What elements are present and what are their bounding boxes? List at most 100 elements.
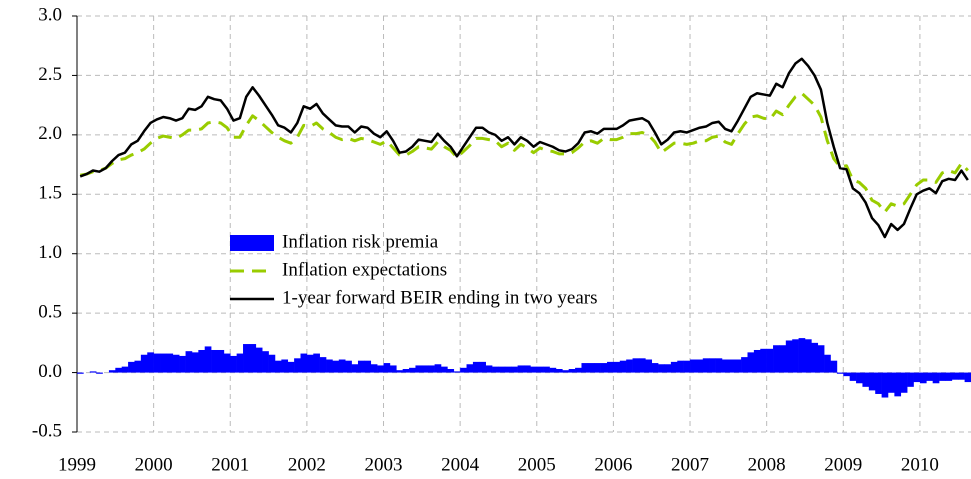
- bar: [160, 353, 167, 373]
- line: [79, 91, 969, 214]
- bar: [600, 363, 608, 373]
- y-tick-label: 0.0: [38, 361, 62, 382]
- bar: [440, 366, 448, 373]
- bar: [294, 358, 301, 373]
- bar: [690, 359, 697, 373]
- bar: [396, 370, 403, 373]
- bar: [900, 372, 908, 393]
- bar: [804, 339, 812, 373]
- bar: [619, 360, 627, 373]
- bar: [536, 366, 544, 373]
- x-tick-label: 2009: [824, 454, 862, 475]
- bar: [939, 372, 946, 381]
- bar: [357, 360, 365, 373]
- bar: [377, 365, 384, 373]
- bar: [568, 369, 576, 373]
- x-tick-label: 2003: [365, 454, 403, 475]
- bar: [875, 372, 882, 394]
- bar: [428, 365, 435, 373]
- bar: [670, 361, 678, 373]
- x-tick-label: 2005: [518, 454, 556, 475]
- bar: [204, 346, 212, 373]
- bar: [191, 352, 199, 373]
- bar: [217, 349, 225, 373]
- x-tick-label: 2006: [594, 454, 632, 475]
- bar: [632, 358, 640, 373]
- y-tick-label: 2.5: [38, 64, 62, 85]
- bar: [594, 363, 601, 373]
- y-tick-label: 3.0: [38, 4, 62, 25]
- bar: [709, 358, 716, 373]
- bar: [849, 372, 857, 381]
- bar: [530, 366, 538, 373]
- legend-label: Inflation expectations: [282, 259, 447, 280]
- bar: [243, 344, 250, 373]
- bar: [211, 349, 218, 373]
- legend-swatch: [230, 235, 274, 251]
- bar: [868, 372, 876, 391]
- bar: [115, 367, 122, 373]
- bar: [753, 349, 761, 373]
- bar: [300, 353, 308, 373]
- bar: [958, 372, 965, 380]
- bar: [274, 360, 282, 373]
- bar: [185, 351, 193, 373]
- bar: [147, 352, 154, 373]
- y-tick-label: 1.0: [38, 242, 62, 263]
- x-tick-label: 2008: [748, 454, 786, 475]
- bar: [383, 363, 391, 373]
- bar: [89, 371, 97, 373]
- bar: [721, 359, 729, 373]
- bar: [504, 366, 512, 373]
- x-tick-label: 2007: [671, 454, 709, 475]
- bar: [562, 370, 569, 373]
- bar: [166, 353, 174, 373]
- bar: [434, 364, 442, 373]
- bar: [779, 345, 787, 373]
- bar: [236, 353, 244, 373]
- bar: [734, 359, 742, 373]
- bar: [881, 372, 889, 398]
- bar: [696, 359, 704, 373]
- bar: [785, 340, 793, 373]
- bar: [268, 354, 276, 373]
- bar: [607, 361, 614, 373]
- bar: [447, 369, 455, 373]
- bar: [179, 355, 186, 373]
- bar: [945, 372, 953, 381]
- bar: [798, 338, 806, 373]
- bar: [498, 366, 506, 373]
- bar: [121, 366, 129, 373]
- bar: [332, 360, 340, 373]
- bar: [645, 359, 653, 373]
- bar: [581, 363, 589, 373]
- bar: [626, 359, 633, 373]
- bar: [702, 358, 710, 373]
- bar: [817, 345, 825, 373]
- bar: [836, 372, 844, 374]
- bar: [421, 365, 429, 373]
- bar: [555, 369, 563, 373]
- bar: [140, 354, 148, 373]
- bar: [415, 365, 423, 373]
- bar: [856, 372, 863, 384]
- x-tick-label: 1999: [58, 454, 96, 475]
- bar: [919, 372, 927, 384]
- bar: [747, 352, 755, 373]
- x-tick-label: 2010: [901, 454, 939, 475]
- bar: [549, 367, 557, 373]
- bar: [843, 372, 850, 377]
- bar: [134, 360, 142, 373]
- bar: [964, 372, 971, 383]
- bar: [172, 354, 180, 373]
- y-tick-label: -0.5: [32, 420, 62, 441]
- legend-label: Inflation risk premia: [282, 231, 439, 252]
- bar: [364, 360, 372, 373]
- bar: [658, 364, 665, 373]
- bar: [728, 359, 736, 373]
- y-tick-label: 0.5: [38, 302, 62, 323]
- bar: [913, 372, 921, 383]
- bar: [338, 359, 346, 373]
- bar: [326, 359, 333, 373]
